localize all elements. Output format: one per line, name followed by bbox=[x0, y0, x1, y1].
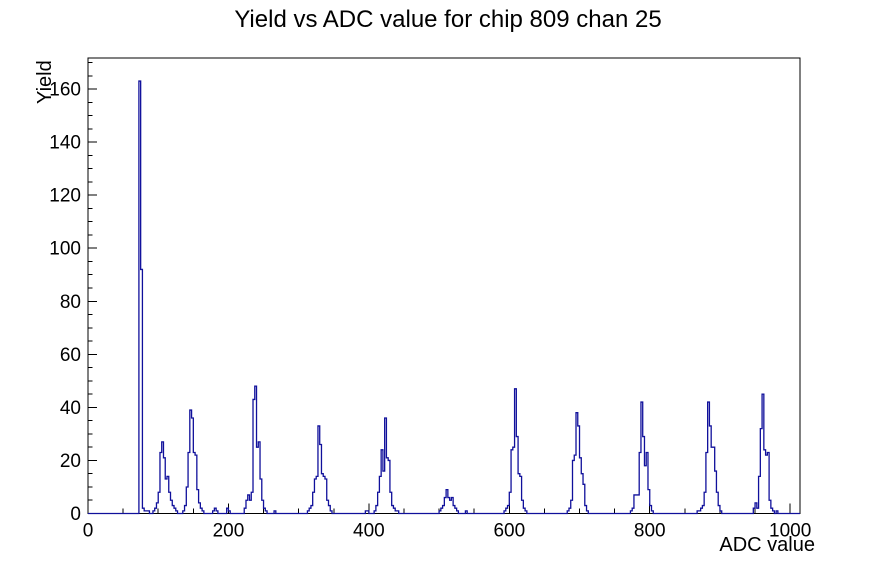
y-tick-label: 120 bbox=[49, 186, 81, 207]
x-tick-label: 1000 bbox=[769, 521, 811, 542]
y-tick-label: 20 bbox=[60, 451, 81, 472]
x-tick-label: 0 bbox=[83, 521, 94, 542]
plot-frame bbox=[87, 57, 801, 514]
x-tick-label: 200 bbox=[213, 521, 245, 542]
x-tick-label: 800 bbox=[634, 521, 666, 542]
y-axis-title: Yield bbox=[34, 60, 56, 104]
y-tick-label: 80 bbox=[60, 292, 81, 313]
x-tick-label: 600 bbox=[493, 521, 525, 542]
x-axis-title: ADC value bbox=[719, 534, 815, 556]
chart-title: Yield vs ADC value for chip 809 chan 25 bbox=[234, 6, 662, 33]
y-tick-label: 100 bbox=[49, 239, 81, 260]
y-tick-label: 160 bbox=[49, 80, 81, 101]
histogram-line bbox=[88, 80, 800, 515]
y-tick-label: 0 bbox=[70, 504, 81, 525]
y-tick-label: 40 bbox=[60, 398, 81, 419]
y-tick-label: 60 bbox=[60, 345, 81, 366]
y-tick-label: 140 bbox=[49, 133, 81, 154]
x-tick-label: 400 bbox=[353, 521, 385, 542]
